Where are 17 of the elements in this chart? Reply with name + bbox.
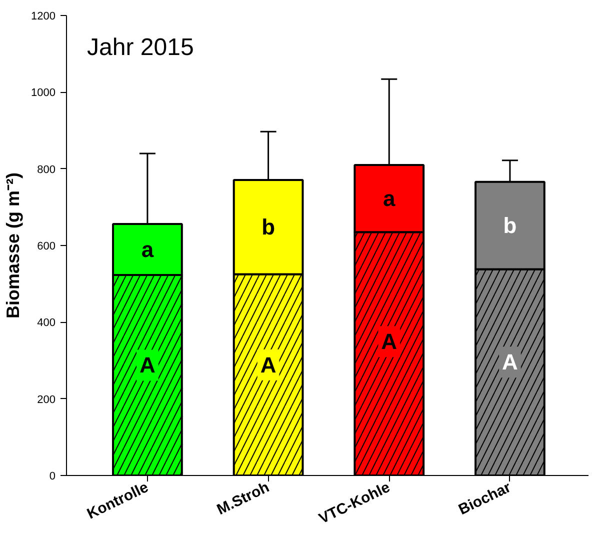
annotation: A: [502, 350, 518, 375]
y-tick-label: 0: [49, 470, 56, 482]
annotation: A: [140, 352, 156, 378]
y-tick-label: 800: [37, 164, 56, 176]
annotation: A: [260, 352, 276, 378]
text: Jahr 2015: [87, 34, 194, 62]
y-tick-label: 400: [37, 317, 56, 330]
y-tick-label: 1200: [31, 10, 56, 22]
annotation: b: [503, 213, 517, 238]
annotation: b: [262, 214, 276, 240]
annotation: a: [141, 237, 154, 262]
annotation: a: [383, 186, 396, 212]
y-tick-label: 200: [37, 394, 56, 406]
y-tick-label: 600: [37, 240, 56, 252]
annotation: A: [381, 329, 398, 354]
y-tick-label: 1000: [31, 87, 56, 100]
y-axis-title: Biomasse (g m⁻²): [3, 172, 24, 319]
